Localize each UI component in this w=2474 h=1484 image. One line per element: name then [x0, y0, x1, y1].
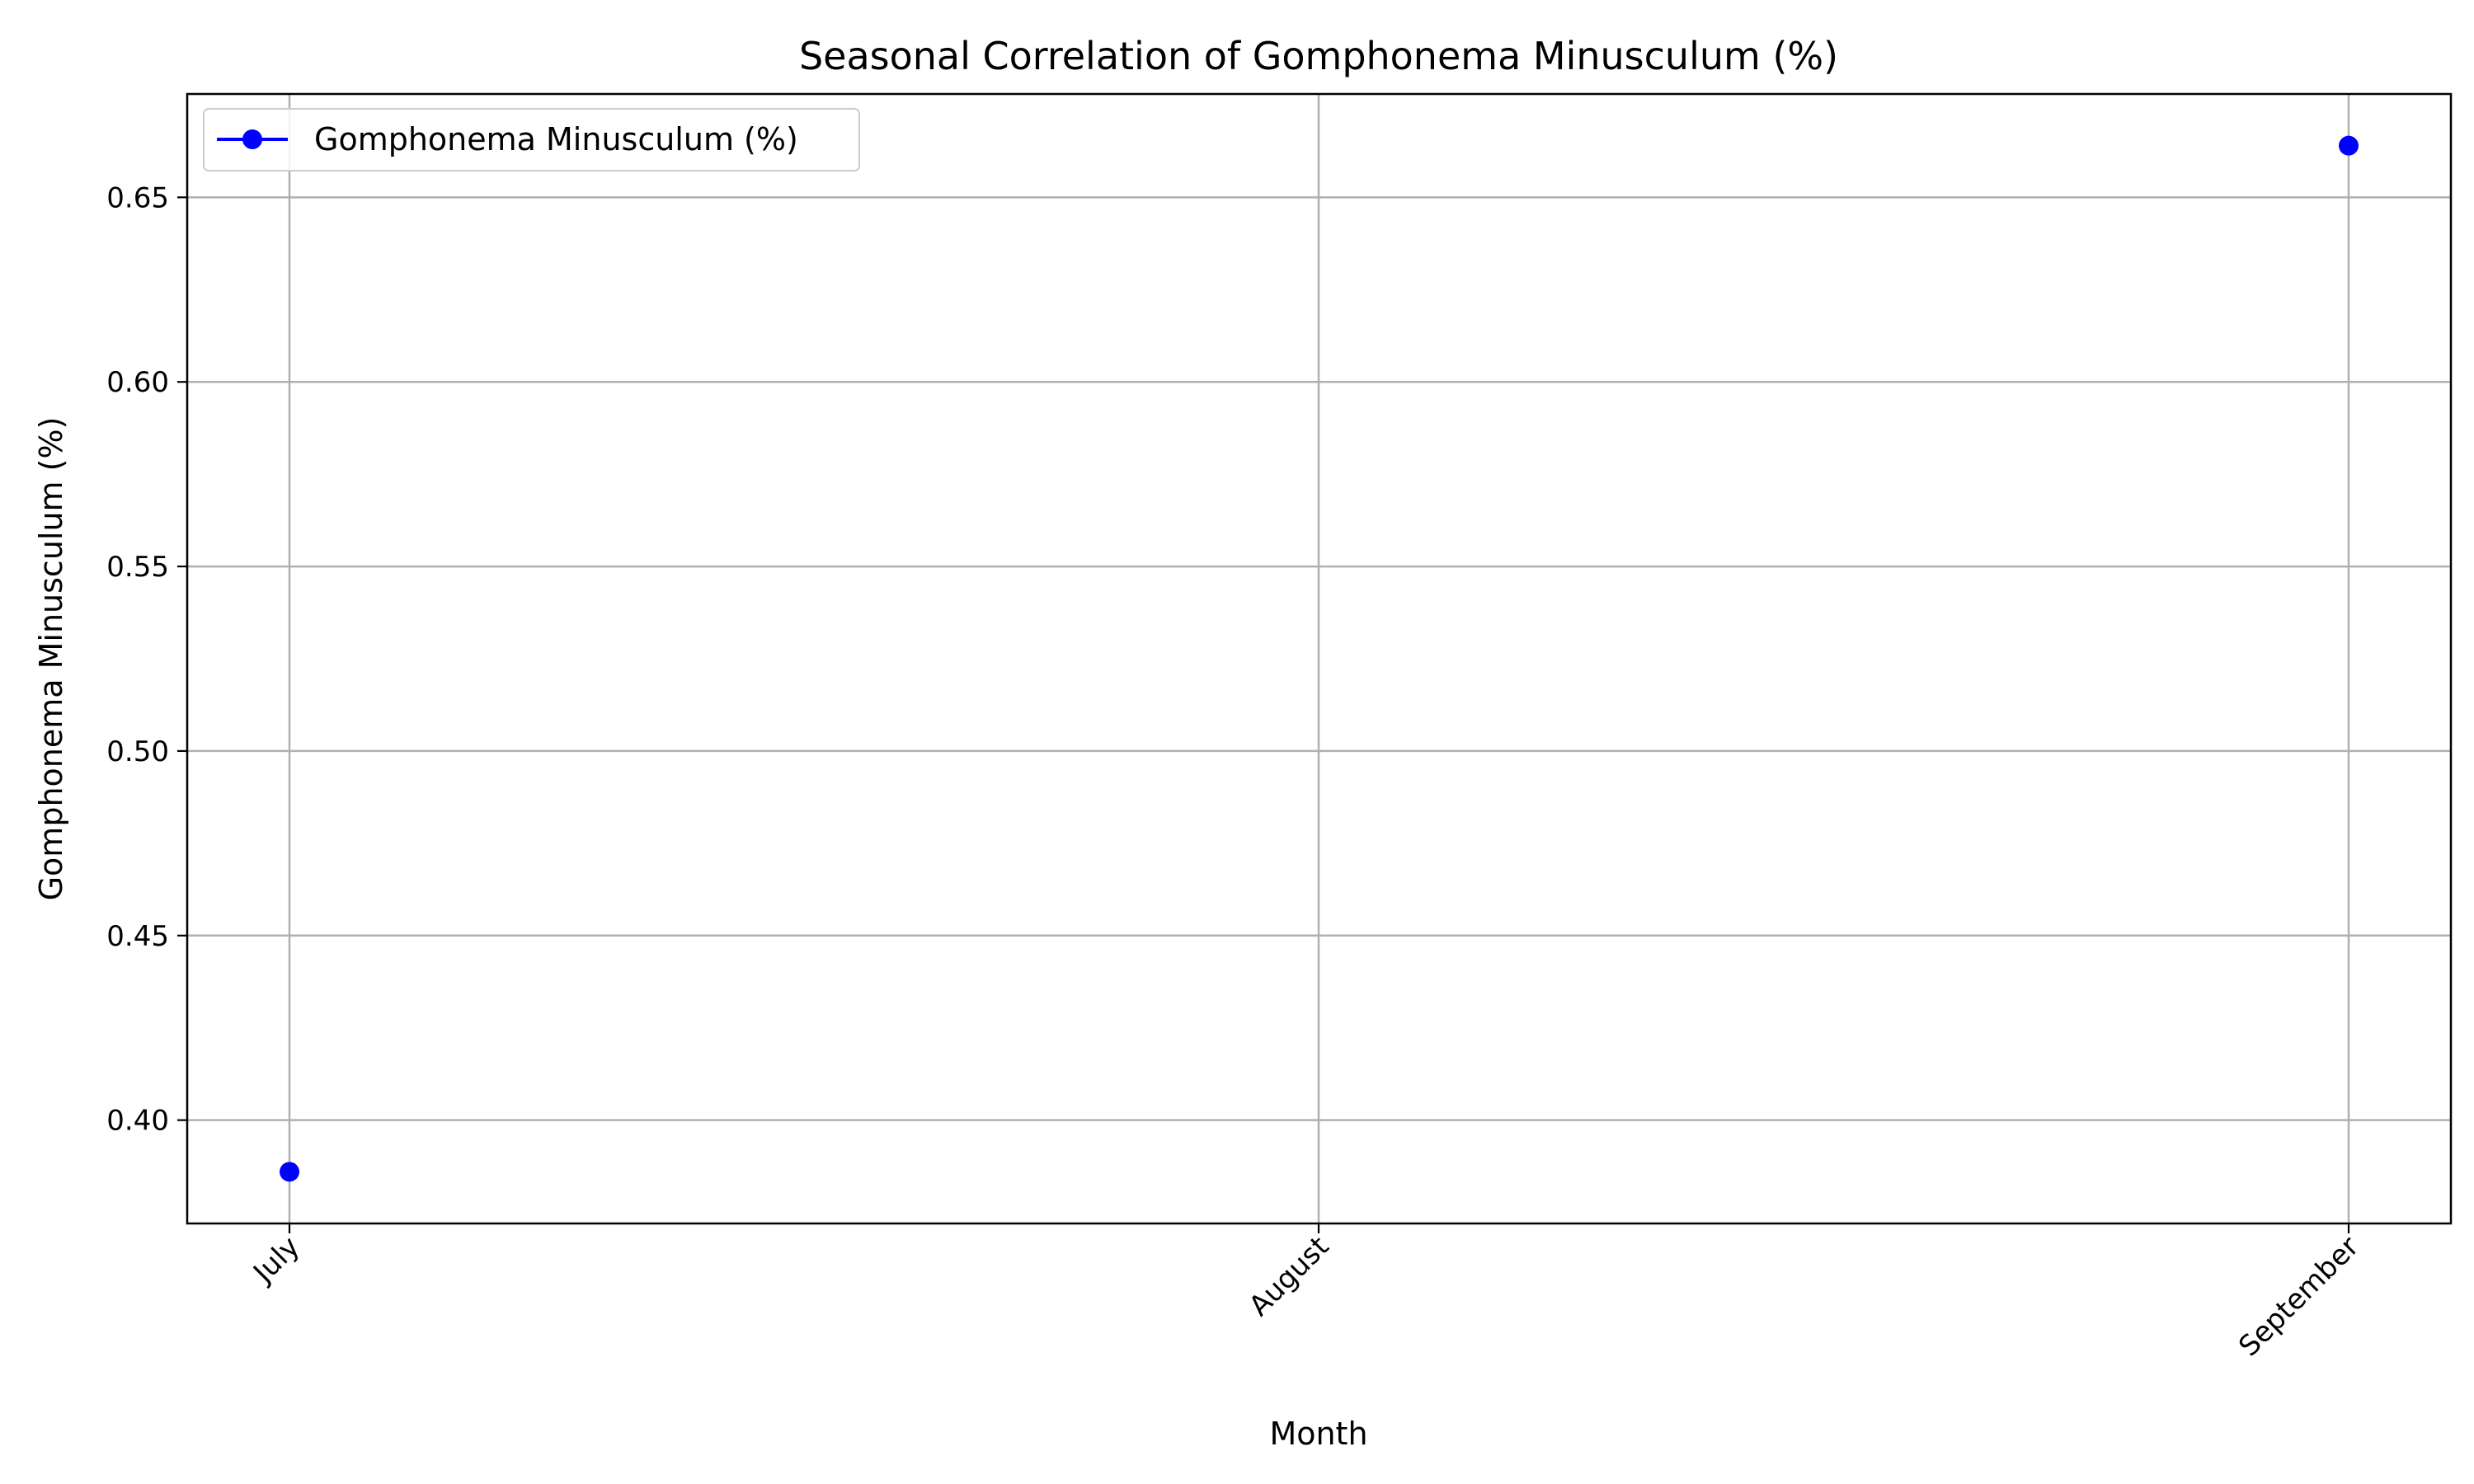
y-axis-title: Gomphonema Minusculum (%) [33, 417, 69, 901]
legend-frame [203, 108, 860, 171]
grid [187, 94, 2451, 1223]
chart-title: Seasonal Correlation of Gomphonema Minus… [799, 34, 1838, 78]
y-tick-label: 0.55 [106, 551, 169, 584]
y-tick-label: 0.45 [106, 920, 169, 953]
x-axis-title: Month [1269, 1416, 1367, 1452]
legend-marker [242, 129, 262, 149]
y-tick-label: 0.65 [106, 181, 169, 214]
data-point [2339, 135, 2359, 156]
y-tick-label: 0.40 [106, 1105, 169, 1138]
data-point [280, 1162, 299, 1182]
y-tick-label: 0.60 [106, 366, 169, 399]
legend: Gomphonema Minusculum (%) [203, 108, 860, 171]
series-layer [280, 135, 2359, 1182]
legend-label: Gomphonema Minusculum (%) [314, 121, 798, 157]
y-tick-label: 0.50 [106, 735, 169, 768]
